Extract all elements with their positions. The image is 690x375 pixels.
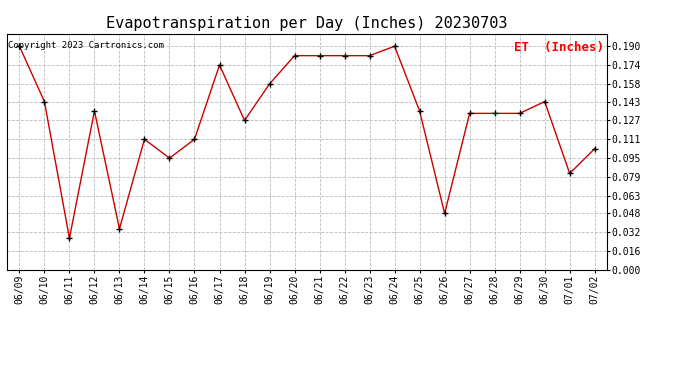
Text: Copyright 2023 Cartronics.com: Copyright 2023 Cartronics.com: [8, 41, 164, 50]
Title: Evapotranspiration per Day (Inches) 20230703: Evapotranspiration per Day (Inches) 2023…: [106, 16, 508, 31]
Text: ET  (Inches): ET (Inches): [514, 41, 604, 54]
